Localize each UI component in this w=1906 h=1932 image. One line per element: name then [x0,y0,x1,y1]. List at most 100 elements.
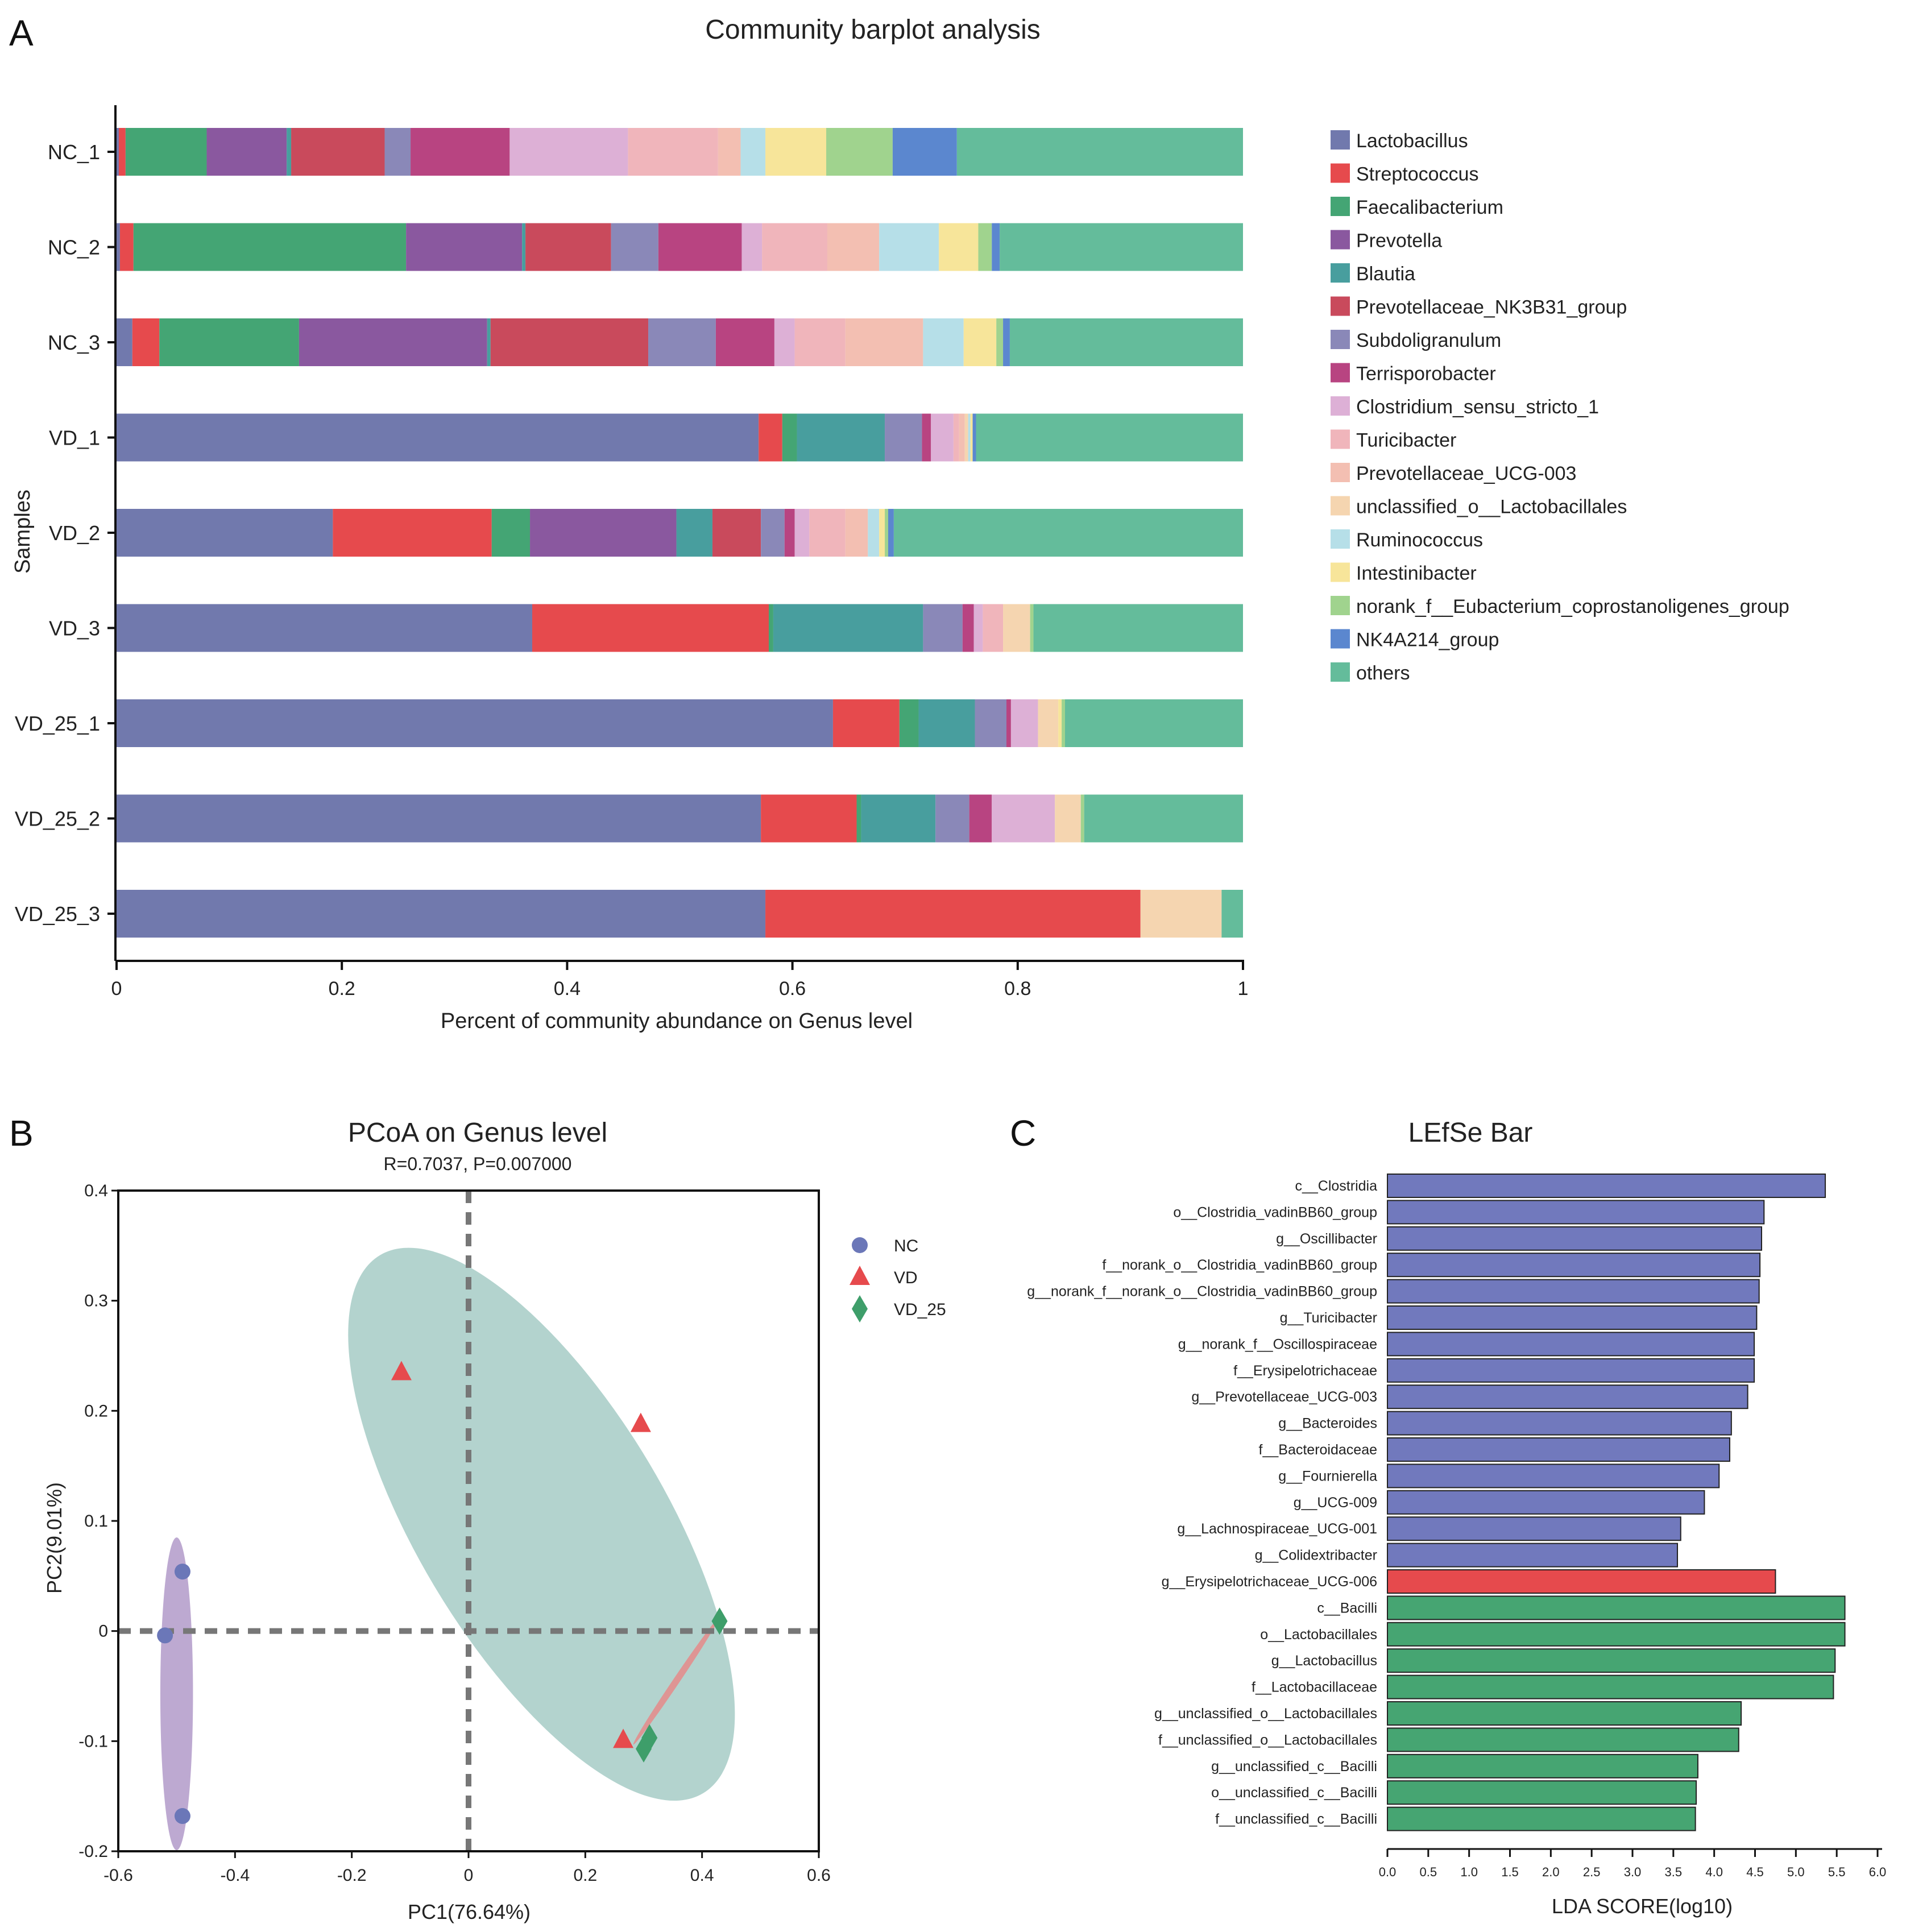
bar-segment-nc-1-faecalibacterium [125,128,207,176]
lda-x-tick-label-2-5: 2.5 [1583,1865,1601,1879]
bar-segment-nc-1-prevotella [206,128,287,176]
bar-segment-nc-1-others [956,128,1243,176]
pcoa-title: PCoA on Genus level [348,1118,607,1148]
x-tick-label-0-6: 0.6 [779,978,806,1000]
bar-segment-vd-1-intestinibacter [970,413,973,462]
point-nc-3 [174,1808,190,1825]
lda-bar-f-norank-o-clostridia-vadinbb60-group [1387,1253,1761,1278]
y-tick-label-vd-2: VD_2 [49,521,100,545]
pcoa-x-tick-label-0: 0 [464,1866,474,1885]
bar-segment-vd-2-faecalibacterium [491,509,531,557]
point-vd-1 [391,1361,412,1380]
bar-segment-vd-25-3-others [1221,890,1243,938]
bar-segment-vd-2-prevotella [530,509,677,557]
legend-label-norank-f-eubacterium-coprostanoligenes-group: norank_f__Eubacterium_coprostanoligenes_… [1356,596,1789,617]
bar-segment-vd-1-prevotellaceae-ucg-003 [959,413,965,462]
bar-segment-nc-2-prevotellaceae-ucg-003 [827,223,880,271]
bar-segment-vd-25-1-subdoligranulum [975,699,1006,747]
lda-label-g-prevotellaceae-ucg-003: g__Prevotellaceae_UCG-003 [1191,1389,1377,1405]
pcoa-legend-label-vd: VD [894,1268,918,1287]
pcoa-y-tick-label-0-2: 0.2 [84,1402,108,1420]
lda-bar-g-bacteroides [1387,1411,1732,1436]
lda-bar-g-erysipelotrichaceae-ucg-006 [1387,1569,1776,1594]
bar-segment-nc-3-norank-f-eubacterium-coprostanoligenes-group [996,318,1004,366]
bar-segment-vd-1-lactobacillus [117,413,759,462]
pcoa-legend-marker-nc [852,1237,868,1253]
legend-label-prevotella: Prevotella [1356,230,1442,252]
bar-segment-vd-25-2-lactobacillus [117,794,761,843]
bar-segment-vd-3-blautia [773,604,923,652]
lda-bar-g-norank-f-oscillospiraceae [1387,1332,1755,1357]
lda-label-f-lactobacillaceae: f__Lactobacillaceae [1252,1680,1377,1695]
legend-label-prevotellaceae-ucg-003: Prevotellaceae_UCG-003 [1356,463,1576,484]
bar-segment-vd-25-1-intestinibacter [1058,699,1062,747]
bar-segment-vd-3-others [1033,604,1243,652]
bar-segment-nc-1-norank-f-eubacterium-coprostanoligenes-group [826,128,893,176]
lda-x-tick-label-4-5: 4.5 [1746,1865,1764,1879]
legend-label-streptococcus: Streptococcus [1356,164,1478,185]
bar-segment-nc-1-clostridium-sensu-stricto-1 [509,128,628,176]
bar-segment-vd-2-clostridium-sensu-stricto-1 [794,509,810,557]
bar-segment-vd-25-2-unclassified-o-lactobacillales [1055,794,1081,843]
lda-x-tick-label-4-0: 4.0 [1705,1865,1723,1879]
y-tick-label-vd-25-3: VD_25_3 [15,902,100,926]
lda-x-tick-label-5-0: 5.0 [1787,1865,1805,1879]
confidence-ellipse-vd-25 [633,1619,719,1745]
bar-segment-nc-1-terrisporobacter [411,128,510,176]
pcoa-y-tick-label-0-1: 0.1 [84,1512,108,1531]
confidence-ellipse-vd [348,1247,735,1801]
y-tick-label-nc-2: NC_2 [48,236,100,259]
bar-segment-vd-1-subdoligranulum [885,413,922,462]
bar-segment-vd-2-nk4a214-group [888,509,894,557]
lda-x-tick-label-3-5: 3.5 [1665,1865,1683,1879]
lda-bar-g-turicibacter [1387,1305,1758,1330]
lda-bar-g-lactobacillus [1387,1648,1836,1673]
bar-segment-vd-1-streptococcus [759,413,782,462]
lda-x-tick-label-1-0: 1.0 [1460,1865,1478,1879]
bar-segment-nc-3-intestinibacter [963,318,997,366]
bar-segment-nc-2-nk4a214-group [992,223,1000,271]
bar-segment-nc-3-streptococcus [132,318,160,366]
legend-label-subdoligranulum: Subdoligranulum [1356,330,1501,351]
legend-label-intestinibacter: Intestinibacter [1356,563,1477,584]
bar-segment-vd-25-2-terrisporobacter [969,794,992,843]
legend-swatch-streptococcus [1331,163,1350,183]
bar-segment-nc-1-streptococcus [118,128,126,176]
bar-segment-vd-25-3-unclassified-o-lactobacillales [1140,890,1222,938]
bar-segment-vd-1-others [976,413,1243,462]
legend-swatch-prevotellaceae-ucg-003 [1331,463,1350,482]
bar-segment-vd-3-subdoligranulum [923,604,963,652]
y-tick-label-vd-25-2: VD_25_2 [15,807,100,831]
bar-segment-vd-25-1-clostridium-sensu-stricto-1 [1010,699,1038,747]
bar-segment-vd-25-1-blautia [918,699,975,747]
lda-label-g-fournierella: g__Fournierella [1278,1468,1377,1484]
point-vd-25-1 [711,1607,728,1635]
lda-label-o-clostridia-vadinbb60-group: o__Clostridia_vadinBB60_group [1173,1204,1377,1220]
legend-label-unclassified-o-lactobacillales: unclassified_o__Lactobacillales [1356,496,1627,518]
panel-label-b: B [9,1113,34,1154]
barplot-title: Community barplot analysis [705,15,1041,45]
bar-segment-vd-25-1-others [1065,699,1243,747]
lda-label-f-unclassified-o-lactobacillales: f__unclassified_o__Lactobacillales [1158,1732,1377,1748]
lda-bar-g-norank-f-norank-o-clostridia-vadinbb60-group [1387,1279,1760,1304]
confidence-ellipse-nc [160,1537,193,1851]
lda-x-tick-label-1-5: 1.5 [1501,1865,1519,1879]
bar-segment-vd-25-2-streptococcus [761,794,857,843]
bar-segment-vd-25-3-lactobacillus [117,890,766,938]
bar-segment-vd-25-1-norank-f-eubacterium-coprostanoligenes-group [1062,699,1066,747]
bar-segment-vd-3-norank-f-eubacterium-coprostanoligenes-group [1030,604,1034,652]
bar-segment-vd-25-2-norank-f-eubacterium-coprostanoligenes-group [1080,794,1084,843]
lda-label-c-bacilli: c__Bacilli [1317,1600,1377,1616]
lda-label-g-norank-f-oscillospiraceae: g__norank_f__Oscillospiraceae [1178,1336,1377,1352]
bar-segment-vd-2-lactobacillus [117,509,333,557]
bar-segment-vd-2-prevotellaceae-nk3b31-group [712,509,761,557]
lda-x-tick-label-2-0: 2.0 [1542,1865,1560,1879]
lda-label-o-lactobacillales: o__Lactobacillales [1260,1627,1377,1643]
bar-segment-nc-3-prevotella [299,318,487,366]
pcoa-legend-label-vd-25: VD_25 [894,1300,946,1319]
bar-segment-nc-2-lactobacillus [117,223,120,271]
bar-segment-vd-2-terrisporobacter [784,509,795,557]
bar-segment-vd-25-2-faecalibacterium [856,794,861,843]
bar-segment-vd-1-nk4a214-group [972,413,976,462]
lefse-title: LEfSe Bar [1408,1118,1533,1148]
